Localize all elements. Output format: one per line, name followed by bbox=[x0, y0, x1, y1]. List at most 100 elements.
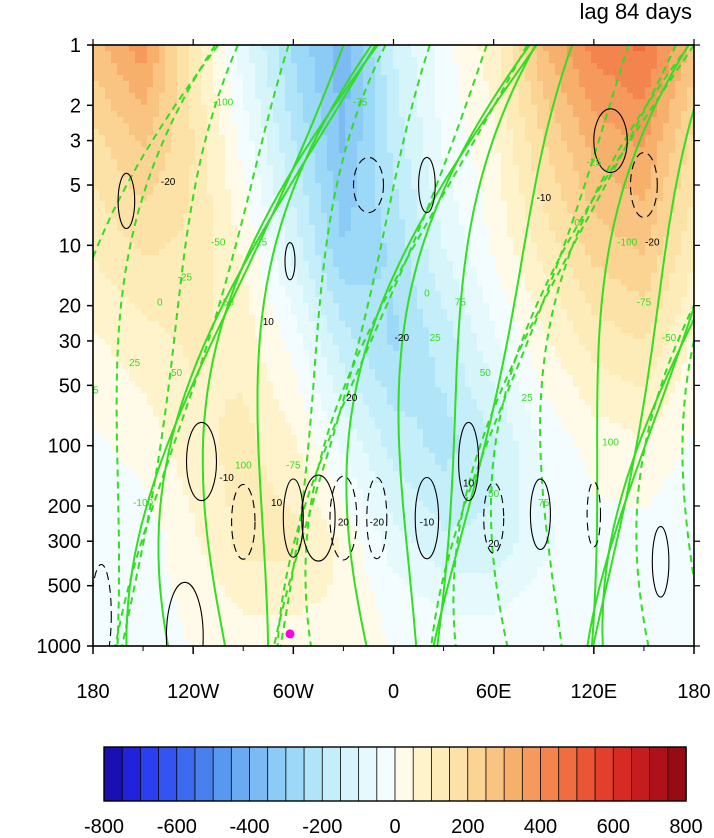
heatmap-cell bbox=[459, 93, 466, 100]
heatmap-cell bbox=[447, 225, 454, 232]
heatmap-cell bbox=[591, 153, 598, 160]
heatmap-cell bbox=[369, 165, 376, 172]
heatmap-cell bbox=[273, 159, 280, 166]
heatmap-cell bbox=[267, 201, 274, 208]
heatmap-cell bbox=[435, 69, 442, 76]
heatmap-cell bbox=[159, 297, 166, 304]
heatmap-cell bbox=[201, 153, 208, 160]
heatmap-cell bbox=[339, 333, 346, 340]
heatmap-cell bbox=[387, 63, 394, 70]
heatmap-cell bbox=[669, 273, 676, 280]
heatmap-cell bbox=[183, 321, 190, 328]
heatmap-cell bbox=[489, 81, 496, 88]
heatmap-cell bbox=[339, 123, 346, 130]
heatmap-cell bbox=[387, 105, 394, 112]
heatmap-cell bbox=[195, 183, 202, 190]
heatmap-cell bbox=[663, 153, 670, 160]
heatmap-cell bbox=[231, 183, 238, 190]
heatmap-cell bbox=[189, 327, 196, 334]
heatmap-cell bbox=[327, 141, 334, 148]
heatmap-cell bbox=[489, 183, 496, 190]
heatmap-cell bbox=[603, 105, 610, 112]
heatmap-cell bbox=[243, 243, 250, 250]
heatmap-cell bbox=[117, 69, 124, 76]
heatmap-cell bbox=[237, 141, 244, 148]
heatmap-cell bbox=[387, 309, 394, 316]
heatmap-cell bbox=[375, 297, 382, 304]
heatmap-cell bbox=[405, 183, 412, 190]
heatmap-cell bbox=[135, 267, 142, 274]
heatmap-cell bbox=[333, 333, 340, 340]
heatmap-cell bbox=[339, 309, 346, 316]
heatmap-cell bbox=[351, 129, 358, 136]
heatmap-cell bbox=[609, 303, 616, 310]
heatmap-cell bbox=[99, 309, 106, 316]
heatmap-cell bbox=[477, 303, 484, 310]
heatmap-cell bbox=[195, 243, 202, 250]
heatmap-cell bbox=[489, 333, 496, 340]
heatmap-cell bbox=[123, 285, 130, 292]
heatmap-cell bbox=[255, 225, 262, 232]
heatmap-cell bbox=[567, 159, 574, 166]
heatmap-cell bbox=[315, 315, 322, 322]
heatmap-cell bbox=[621, 249, 628, 256]
heatmap-cell bbox=[279, 81, 286, 88]
heatmap-cell bbox=[537, 105, 544, 112]
heatmap-cell bbox=[321, 309, 328, 316]
heatmap-cell bbox=[435, 231, 442, 238]
heatmap-cell bbox=[309, 93, 316, 100]
heatmap-cell bbox=[129, 135, 136, 142]
heatmap-cell bbox=[261, 249, 268, 256]
heatmap-cell bbox=[111, 81, 118, 88]
heatmap-cell bbox=[345, 189, 352, 196]
heatmap-cell bbox=[561, 261, 568, 268]
heatmap-cell bbox=[237, 339, 244, 346]
heatmap-cell bbox=[543, 201, 550, 208]
heatmap-cell bbox=[675, 249, 682, 256]
heatmap-cell bbox=[441, 45, 448, 52]
heatmap-cell bbox=[369, 171, 376, 178]
heatmap-cell bbox=[435, 279, 442, 286]
heatmap-cell bbox=[465, 189, 472, 196]
heatmap-cell bbox=[105, 237, 112, 244]
heatmap-cell bbox=[201, 207, 208, 214]
heatmap-cell bbox=[483, 189, 490, 196]
heatmap-cell bbox=[459, 69, 466, 76]
heatmap-cell bbox=[441, 333, 448, 340]
heatmap-cell bbox=[207, 207, 214, 214]
heatmap-cell bbox=[645, 75, 652, 82]
heatmap-cell bbox=[567, 267, 574, 274]
heatmap-cell bbox=[429, 87, 436, 94]
heatmap-cell bbox=[243, 201, 250, 208]
heatmap-cell bbox=[489, 303, 496, 310]
heatmap-cell bbox=[147, 315, 154, 322]
heatmap-cell bbox=[189, 243, 196, 250]
heatmap-cell bbox=[315, 213, 322, 220]
heatmap-cell bbox=[477, 99, 484, 106]
heatmap-cell bbox=[465, 321, 472, 328]
heatmap-cell bbox=[207, 219, 214, 226]
heatmap-cell bbox=[291, 117, 298, 124]
heatmap-cell bbox=[381, 255, 388, 262]
heatmap-cell bbox=[615, 189, 622, 196]
heatmap-cell bbox=[423, 273, 430, 280]
heatmap-cell bbox=[585, 177, 592, 184]
heatmap-cell bbox=[453, 321, 460, 328]
heatmap-cell bbox=[615, 177, 622, 184]
heatmap-cell bbox=[603, 231, 610, 238]
heatmap-cell bbox=[213, 321, 220, 328]
heatmap-cell bbox=[681, 171, 688, 178]
heatmap-cell bbox=[669, 255, 676, 262]
heatmap-cell bbox=[543, 81, 550, 88]
heatmap-cell bbox=[567, 297, 574, 304]
heatmap-cell bbox=[357, 309, 364, 316]
heatmap-cell bbox=[441, 87, 448, 94]
heatmap-cell bbox=[213, 93, 220, 100]
heatmap-cell bbox=[345, 69, 352, 76]
heatmap-cell bbox=[435, 177, 442, 184]
heatmap-cell bbox=[459, 333, 466, 340]
heatmap-cell bbox=[171, 267, 178, 274]
heatmap-cell bbox=[201, 111, 208, 118]
heatmap-cell bbox=[279, 315, 286, 322]
heatmap-cell bbox=[675, 165, 682, 172]
